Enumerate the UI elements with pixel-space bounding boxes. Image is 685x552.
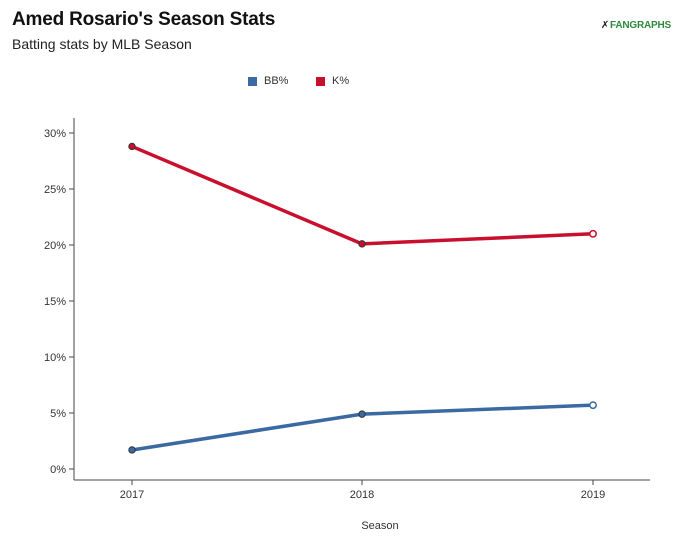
y-tick-label: 20% bbox=[44, 240, 66, 252]
fangraphs-logo[interactable]: ✗FANGRAPHS bbox=[601, 20, 671, 31]
y-tick-label: 10% bbox=[44, 352, 66, 364]
legend-swatch-bb bbox=[248, 76, 257, 86]
x-tick-label: 2018 bbox=[350, 489, 374, 501]
data-point-k-2017 bbox=[128, 142, 136, 151]
data-point-bb-2017 bbox=[128, 446, 136, 454]
fangraphs-logo-mark: ✗ bbox=[600, 20, 609, 31]
x-axis-title: Season bbox=[361, 520, 398, 532]
chart-subtitle: Batting stats by MLB Season bbox=[12, 36, 192, 52]
legend-label-k: K% bbox=[332, 75, 350, 87]
y-tick-label: 0% bbox=[50, 464, 66, 476]
legend-swatch-k bbox=[316, 76, 325, 86]
x-tick-label: 2017 bbox=[120, 489, 144, 501]
fangraphs-logo-fan: FAN bbox=[610, 20, 630, 31]
legend-item-k[interactable]: K% bbox=[316, 75, 349, 87]
y-tick-label: 25% bbox=[44, 184, 66, 196]
x-tick-label: 2019 bbox=[581, 489, 605, 501]
data-point-bb-2018 bbox=[358, 410, 366, 418]
data-point-k-2018 bbox=[358, 240, 366, 248]
legend-label-bb: BB% bbox=[264, 75, 289, 87]
legend-item-bb[interactable]: BB% bbox=[248, 75, 288, 87]
y-tick-label: 5% bbox=[50, 408, 66, 420]
chart-legend: BB% K% bbox=[0, 75, 685, 91]
y-tick-label: 15% bbox=[44, 296, 66, 308]
fangraphs-logo-graphs: GRAPHS bbox=[629, 20, 671, 31]
y-tick-label: 30% bbox=[44, 128, 66, 140]
chart-title: Amed Rosario's Season Stats bbox=[12, 9, 276, 30]
data-point-k-2019 bbox=[589, 229, 597, 238]
series-line-k bbox=[130, 144, 595, 246]
data-point-bb-2019 bbox=[589, 401, 597, 410]
